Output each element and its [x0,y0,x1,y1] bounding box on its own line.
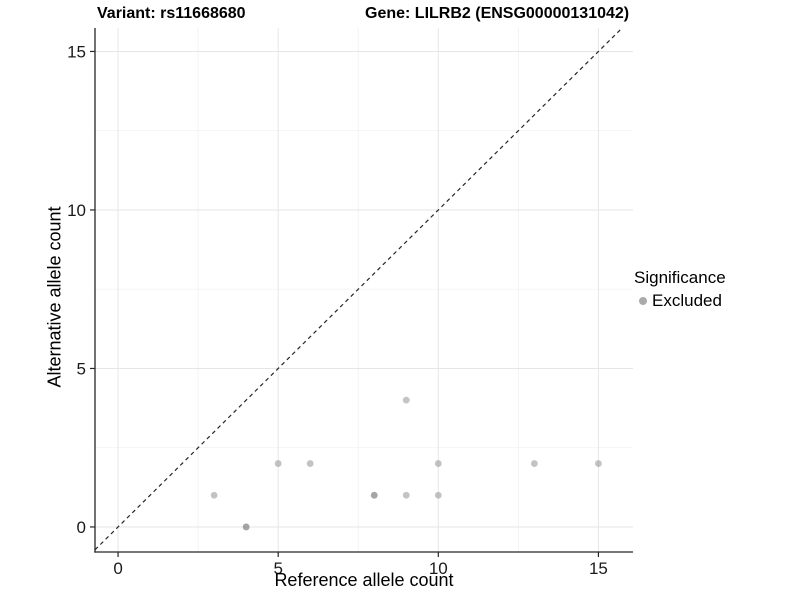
legend-title: Significance [634,268,726,287]
y-axis-title: Alternative allele count [44,206,65,388]
variant-title: Variant: rs11668680 [97,5,246,22]
x-tick-label: 10 [429,559,448,578]
data-point [434,460,442,467]
data-point [370,491,378,499]
data-point [242,523,250,531]
x-tick-label: 0 [113,559,122,578]
data-point [210,491,218,499]
y-tick-label: 15 [67,42,86,61]
data-point [274,460,282,467]
data-point [530,460,538,467]
y-tick-label: 10 [67,201,86,220]
x-axis-title: Reference allele count [274,570,454,590]
identity-line [94,27,623,551]
data-point [306,460,314,467]
y-tick-label: 0 [77,518,86,537]
gene-title: Gene: LILRB2 (ENSG00000131042) [365,5,630,22]
data-point [402,396,410,404]
data-point [402,491,410,499]
legend-item-label: Excluded [652,291,722,310]
legend: Significance Excluded [634,268,726,311]
data-point [434,491,442,499]
x-tick-label: 15 [589,559,608,578]
y-tick-label: 5 [77,359,86,378]
legend-point-icon [639,297,647,305]
x-tick-label: 5 [273,559,282,578]
data-point [595,460,602,467]
legend-item-excluded: Excluded [639,291,726,311]
